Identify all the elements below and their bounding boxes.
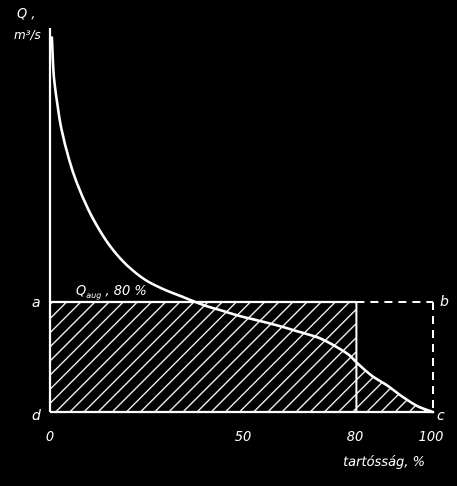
y-axis-label-unit: m³/s (14, 28, 41, 42)
reference-level-label: Qaug , 80 % (76, 284, 147, 300)
x-tick-labels: 0 50 80 100 (46, 430, 444, 445)
series-line-duration-curve (50, 36, 435, 414)
x-tick-label-50: 50 (235, 430, 252, 445)
corner-label-c: c (437, 408, 445, 424)
y-axis-label-main: Q , (17, 7, 36, 22)
y-axis-label: Q , m³/s (14, 7, 41, 42)
x-tick-label-0: 0 (46, 430, 54, 445)
corner-label-a: a (32, 295, 41, 311)
reference-level-label-sub: aug (86, 291, 101, 300)
corner-label-d: d (32, 408, 41, 424)
reference-level-label-suffix: , 80 % (101, 284, 146, 299)
x-axis-label: tartósság, % (343, 455, 425, 470)
corner-label-b: b (440, 294, 449, 310)
hatched-area (50, 302, 433, 412)
reference-level-label-q: Q (76, 284, 86, 299)
plot-region (48, 28, 435, 414)
corner-labels: a b c d (32, 294, 449, 424)
x-tick-label-80: 80 (347, 430, 364, 445)
x-tick-label-100: 100 (419, 430, 444, 445)
